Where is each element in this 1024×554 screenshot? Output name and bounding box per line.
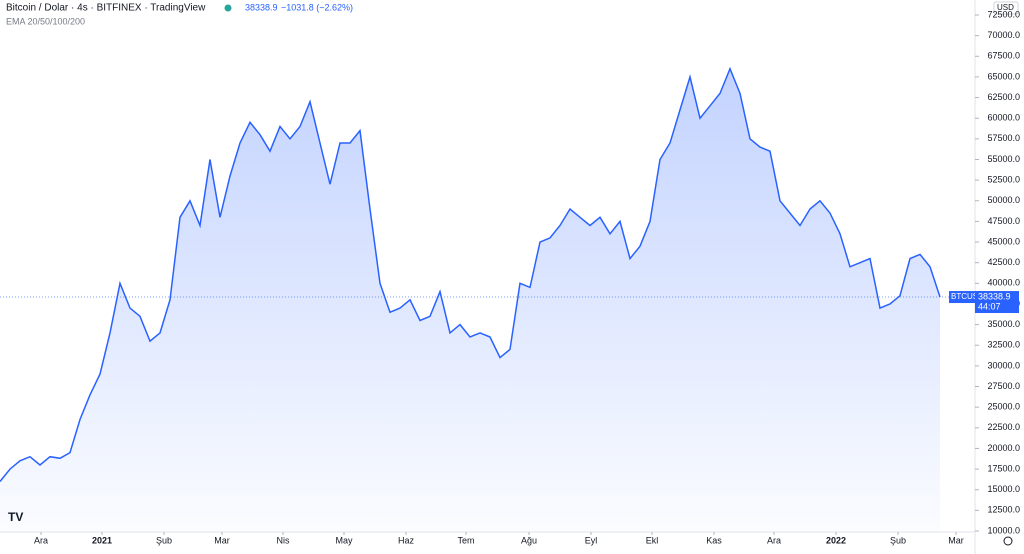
x-tick-label: Ara bbox=[767, 535, 781, 545]
y-tick-label: 45000.0 bbox=[987, 236, 1020, 246]
indicator: EMA 20/50/100/200 bbox=[6, 16, 85, 26]
y-tick-label: 17500.0 bbox=[987, 463, 1020, 473]
y-tick-label: 70000.0 bbox=[987, 30, 1020, 40]
y-tick-label: 65000.0 bbox=[987, 71, 1020, 81]
symbol-label: BTCUSD bbox=[951, 292, 984, 301]
x-tick-label: Şub bbox=[156, 535, 172, 545]
x-tick-label: May bbox=[335, 535, 353, 545]
y-tick-label: 27500.0 bbox=[987, 381, 1020, 391]
currency-button[interactable] bbox=[993, 1, 1019, 15]
y-tick-label: 22500.0 bbox=[987, 422, 1020, 432]
y-tick-label: 72500.0 bbox=[987, 9, 1020, 19]
y-tick-label: 42500.0 bbox=[987, 257, 1020, 267]
status-dot bbox=[224, 4, 232, 12]
y-tick-label: 40000.0 bbox=[987, 278, 1020, 288]
chart-title: Bitcoin / Dolar · 4s · BITFINEX · Tradin… bbox=[6, 3, 206, 14]
y-tick-label: 50000.0 bbox=[987, 195, 1020, 205]
y-tick-label: 10000.0 bbox=[987, 525, 1020, 535]
y-tick-label: 35000.0 bbox=[987, 319, 1020, 329]
x-tick-label: Şub bbox=[890, 535, 906, 545]
y-tick-label: 25000.0 bbox=[987, 402, 1020, 412]
y-tick-label: 15000.0 bbox=[987, 484, 1020, 494]
y-tick-label: 52500.0 bbox=[987, 174, 1020, 184]
y-tick-label: 20000.0 bbox=[987, 443, 1020, 453]
x-tick-label: 2021 bbox=[92, 535, 112, 545]
price-line bbox=[0, 66, 941, 482]
x-tick-label: Kas bbox=[706, 535, 722, 545]
x-tick-label: Mar bbox=[948, 535, 964, 545]
y-tick-label: 57500.0 bbox=[987, 133, 1020, 143]
x-tick-label: Eyl bbox=[585, 535, 598, 545]
x-tick-label: 2022 bbox=[826, 535, 846, 545]
settings-icon[interactable] bbox=[1003, 536, 1013, 546]
x-tick-label: Tem bbox=[457, 535, 474, 545]
x-tick-label: Ekl bbox=[646, 535, 659, 545]
y-tick-label: 32500.0 bbox=[987, 340, 1020, 350]
y-tick-label: 55000.0 bbox=[987, 154, 1020, 164]
last-price: 38338.9 bbox=[245, 2, 278, 12]
y-tick-label: 12500.0 bbox=[987, 505, 1020, 515]
x-tick-label: Nis bbox=[277, 535, 290, 545]
area-fill bbox=[0, 68, 940, 531]
x-tick-label: Ara bbox=[34, 535, 48, 545]
y-tick-label: 60000.0 bbox=[987, 113, 1020, 123]
y-tick-label: 67500.0 bbox=[987, 51, 1020, 61]
x-tick-label: Haz bbox=[398, 535, 415, 545]
currency[interactable]: USD bbox=[997, 3, 1014, 12]
price-label: 38338.9 bbox=[978, 291, 1011, 301]
y-tick-label: 30000.0 bbox=[987, 360, 1020, 370]
x-tick-label: Mar bbox=[214, 535, 230, 545]
change: −1031.8 (−2.62%) bbox=[281, 2, 353, 12]
timer-label: 44:07 bbox=[978, 301, 1001, 311]
y-tick-label: 47500.0 bbox=[987, 216, 1020, 226]
x-tick-label: Ağu bbox=[521, 535, 537, 545]
price-box bbox=[975, 291, 1019, 314]
y-tick-label: 62500.0 bbox=[987, 92, 1020, 102]
